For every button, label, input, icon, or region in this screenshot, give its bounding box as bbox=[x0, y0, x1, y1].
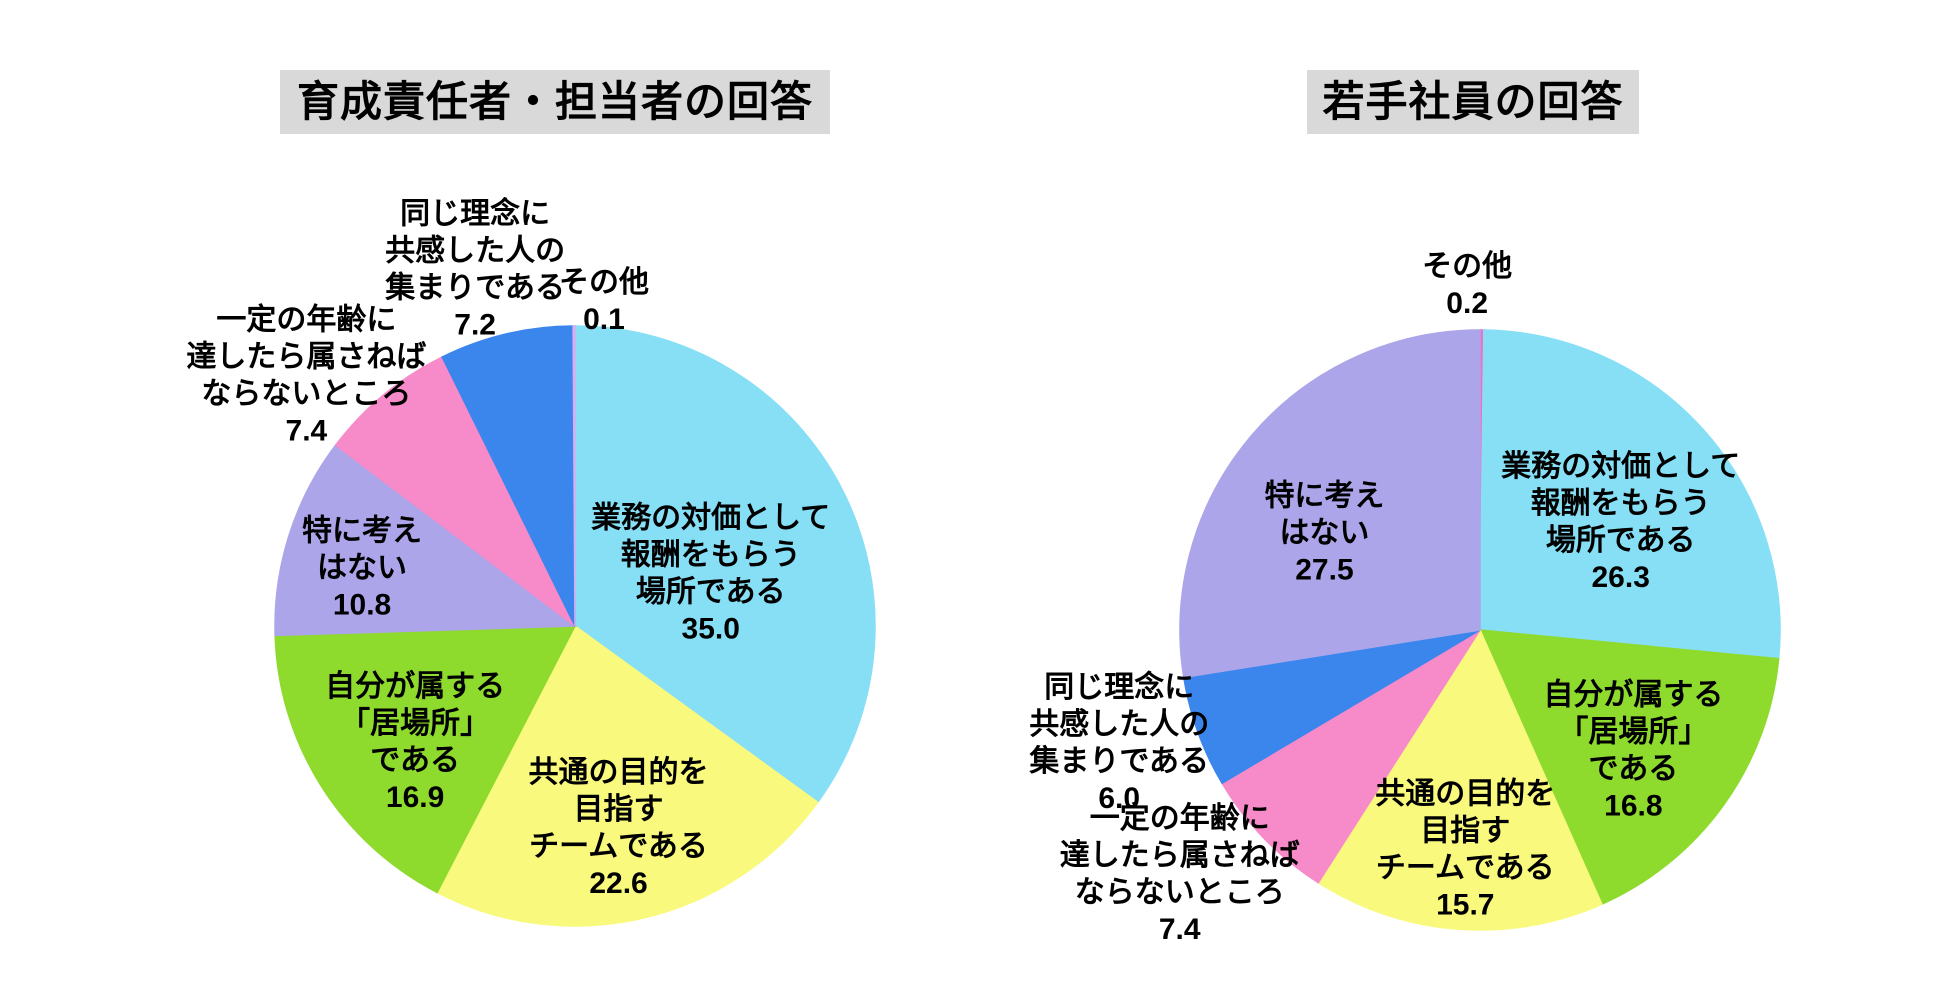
pie-slice bbox=[441, 325, 576, 627]
chart-title-young-employees: 若手社員の回答 bbox=[1307, 70, 1639, 134]
pie-slice bbox=[1179, 329, 1481, 679]
slice-label: 共通の目的を目指すチームである 22.6 bbox=[529, 756, 709, 900]
pie-slice bbox=[274, 444, 578, 637]
slice-label: 同じ理念に共感した人の集まりである 7.2 bbox=[384, 196, 565, 341]
pie-slice bbox=[1478, 629, 1780, 906]
slice-label: 共通の目的を目指すチームである 15.7 bbox=[1375, 777, 1555, 921]
slice-label: 自分が属する「居場所」である 16.8 bbox=[1543, 677, 1723, 822]
slice-label: 一定の年齢に達したら属さねばならないところ 7.4 bbox=[186, 302, 426, 447]
pie-slice bbox=[436, 624, 819, 927]
pie-slice bbox=[1479, 329, 1781, 660]
slice-label: その他 0.2 bbox=[1422, 250, 1512, 320]
pie-slice bbox=[274, 625, 577, 894]
pie-slice bbox=[1221, 629, 1481, 884]
slice-label: その他 0.1 bbox=[559, 266, 649, 336]
chart-title-managers: 育成責任者・担当者の回答 bbox=[280, 70, 830, 134]
pie-slice bbox=[1317, 628, 1603, 931]
slice-label: 一定の年齢に達したら属さねばならないところ 7.4 bbox=[1060, 801, 1300, 946]
slice-label: 業務の対価として報酬をもらう場所である 35.0 bbox=[591, 501, 830, 646]
slice-label: 同じ理念に共感した人の集まりである 6.0 bbox=[1028, 670, 1209, 815]
slice-label: 自分が属する「居場所」である 16.9 bbox=[325, 669, 505, 814]
slice-label: 業務の対価として報酬をもらう場所である 26.3 bbox=[1501, 449, 1740, 594]
slice-label: 特に考えはない 10.8 bbox=[302, 514, 422, 621]
pie-slice bbox=[574, 325, 876, 804]
pie-slice bbox=[572, 325, 576, 627]
pie-chart-young-employees: その他 0.2 業務の対価として報酬をもらう場所である 26.3 自分が属する「居場所」… bbox=[1028, 250, 1781, 946]
pie-chart-managers: 業務の対価として報酬をもらう場所である 35.0 共通の目的を目指すチームである 22… bbox=[186, 196, 876, 927]
pie-slice bbox=[334, 356, 576, 627]
slice-label: 特に考えはない 27.5 bbox=[1264, 479, 1384, 586]
